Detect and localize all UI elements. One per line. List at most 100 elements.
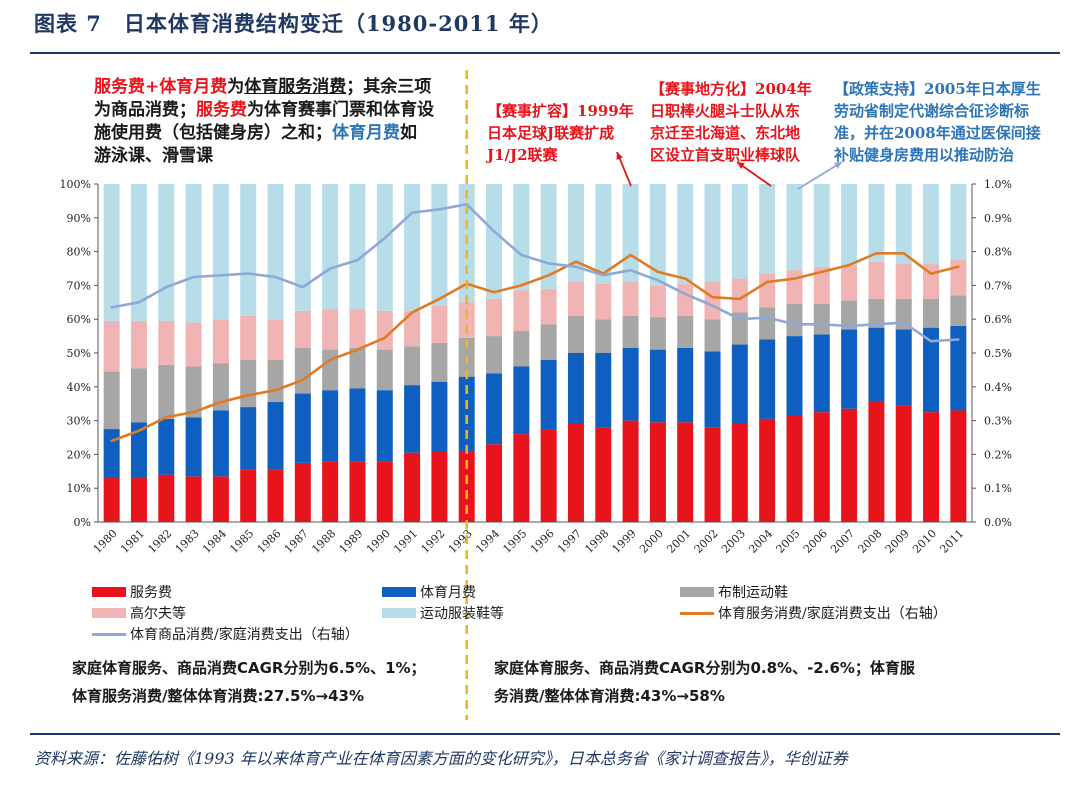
- bar-apparel: [376, 184, 393, 311]
- x-tick-label: 1995: [500, 527, 529, 556]
- bar-monthly: [513, 366, 530, 435]
- point-service_ratio: [820, 271, 823, 273]
- bar-shoes: [376, 349, 393, 391]
- bar-monthly: [895, 329, 912, 406]
- point-service_ratio: [684, 277, 687, 280]
- bar-apparel: [486, 184, 503, 299]
- bar-service: [923, 412, 940, 522]
- bar-golf: [813, 266, 830, 304]
- point-service_ratio: [329, 358, 331, 361]
- bar-golf: [212, 319, 229, 364]
- bar-service: [841, 408, 858, 522]
- bar-monthly: [759, 339, 776, 419]
- bar-golf: [267, 319, 284, 360]
- legend-item-goods-ratio: 体育商品消费/家庭消费支出（右轴）: [92, 624, 359, 644]
- bar-apparel: [759, 184, 776, 274]
- bar-monthly: [267, 402, 284, 470]
- point-goods_ratio: [902, 321, 905, 324]
- note-text: 劳动省制定代谢综合征诊断标: [834, 102, 1030, 120]
- legend-item-golf: 高尔夫等: [92, 603, 186, 623]
- bar-monthly: [294, 393, 311, 463]
- bar-apparel: [704, 184, 721, 283]
- x-tick-label: 1981: [118, 527, 147, 556]
- bar-shoes: [595, 319, 612, 353]
- bar-shoes: [130, 368, 147, 423]
- note-text: 京迁至北海道、东北地: [650, 124, 801, 142]
- x-tick-label: 2006: [801, 527, 830, 556]
- bar-apparel: [130, 184, 147, 321]
- page-title: 图表 7 日本体育消费结构变迁（1980-2011 年）: [34, 11, 553, 36]
- bar-apparel: [322, 184, 339, 310]
- legend-swatch-shoes: [680, 587, 714, 597]
- point-goods_ratio: [547, 262, 550, 265]
- point-goods_ratio: [192, 276, 195, 278]
- right-tick-label: 0.0%: [984, 516, 1012, 529]
- bar-shoes: [267, 359, 284, 403]
- bar-service: [731, 423, 748, 522]
- point-goods_ratio: [602, 274, 605, 277]
- bar-service: [677, 422, 694, 522]
- note-text: 服务费: [94, 77, 145, 97]
- cagr-left: 家庭体育服务、商品消费CAGR分别为6.5%、1%； 体育服务消费/整体体育消费…: [72, 654, 426, 710]
- point-goods_ratio: [110, 306, 113, 309]
- bar-service: [540, 429, 557, 522]
- bar-golf: [731, 278, 748, 313]
- bar-golf: [540, 288, 557, 325]
- bar-service: [704, 427, 721, 522]
- point-service_ratio: [875, 252, 878, 255]
- bar-monthly: [622, 347, 639, 421]
- bar-service: [513, 434, 530, 522]
- bar-monthly: [431, 381, 448, 452]
- note-text: 【赛事扩容】1999年: [487, 102, 634, 120]
- bar-monthly: [677, 347, 694, 423]
- bar-apparel: [868, 184, 885, 262]
- note-text: 游泳课、滑雪课: [94, 146, 213, 166]
- note-text: 为: [227, 77, 245, 97]
- x-tick-label: 2005: [774, 527, 803, 556]
- cagr-text: 家庭体育服务、商品消费CAGR分别为6.5%、1%；: [72, 659, 426, 677]
- point-service_ratio: [629, 254, 632, 256]
- bar-apparel: [895, 184, 912, 264]
- bar-shoes: [513, 331, 530, 367]
- legend-label: 体育商品消费/家庭消费支出（右轴）: [130, 627, 359, 643]
- point-service_ratio: [138, 429, 140, 432]
- point-goods_ratio: [766, 316, 768, 319]
- point-service_ratio: [411, 311, 413, 314]
- bar-shoes: [786, 303, 803, 337]
- point-service_ratio: [848, 264, 850, 266]
- bar-service: [622, 420, 639, 522]
- line-service_ratio: [110, 252, 960, 443]
- bar-shoes: [349, 347, 366, 389]
- right-tick-label: 0.1%: [984, 482, 1012, 495]
- note-text: 【政策支持】2005年日本厚生: [834, 80, 1041, 98]
- note-text: 补贴健身房费用以推动防治: [834, 146, 1015, 164]
- bar-golf: [649, 285, 666, 318]
- point-service_ratio: [192, 411, 195, 413]
- right-tick-label: 0.4%: [984, 381, 1012, 394]
- bar-shoes: [486, 336, 503, 374]
- bar-service: [486, 444, 503, 522]
- point-service_ratio: [247, 394, 250, 397]
- x-tick-label: 2010: [910, 527, 939, 556]
- point-service_ratio: [356, 348, 359, 351]
- legend-label: 体育月费: [420, 585, 476, 601]
- right-tick-label: 0.9%: [984, 212, 1012, 225]
- bar-golf: [868, 261, 885, 299]
- x-tick-label: 1992: [419, 527, 448, 556]
- point-goods_ratio: [739, 318, 741, 321]
- bar-monthly: [868, 327, 885, 403]
- legend-item-service: 服务费: [92, 582, 172, 602]
- bar-service: [322, 461, 339, 522]
- note-localization: 【赛事地方化】2004年 日职棒火腿斗士队从东 京迁至北海道、东北地 区设立首支…: [650, 78, 812, 166]
- bar-shoes: [704, 319, 721, 352]
- bar-shoes: [158, 364, 175, 419]
- legend-item-service-ratio: 体育服务消费/家庭消费支出（右轴）: [680, 603, 947, 623]
- note-text: J1/J2联赛: [487, 146, 558, 164]
- bar-shoes: [540, 324, 557, 360]
- point-service_ratio: [302, 379, 304, 381]
- right-tick-label: 0.5%: [984, 347, 1012, 360]
- bar-golf: [376, 310, 393, 350]
- bar-golf: [404, 310, 421, 347]
- bar-golf: [677, 283, 694, 316]
- bar-golf: [158, 320, 175, 365]
